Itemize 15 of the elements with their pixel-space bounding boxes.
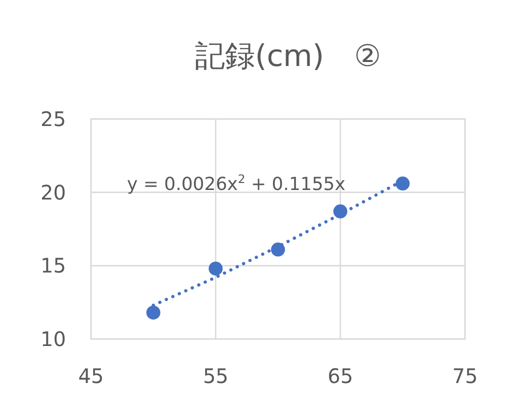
point [333, 204, 348, 218]
x-tick-label: 45 [78, 364, 104, 388]
y-tick-label: 20 [40, 180, 66, 204]
x-tick-label: 55 [202, 364, 228, 388]
x-tick-label: 65 [328, 364, 354, 388]
point [396, 176, 410, 191]
point [208, 262, 223, 276]
y-tick-label: 10 [40, 327, 66, 351]
chart-title: 記録(cm) ② [194, 39, 382, 74]
point [271, 242, 285, 257]
x-tick-label: 75 [452, 364, 478, 388]
y-tick-label: 15 [40, 254, 66, 278]
annotation: y = 0.0026x$^{2}$ + 0.1155x [127, 172, 346, 195]
y-tick-label: 25 [40, 107, 66, 131]
point [146, 306, 160, 320]
